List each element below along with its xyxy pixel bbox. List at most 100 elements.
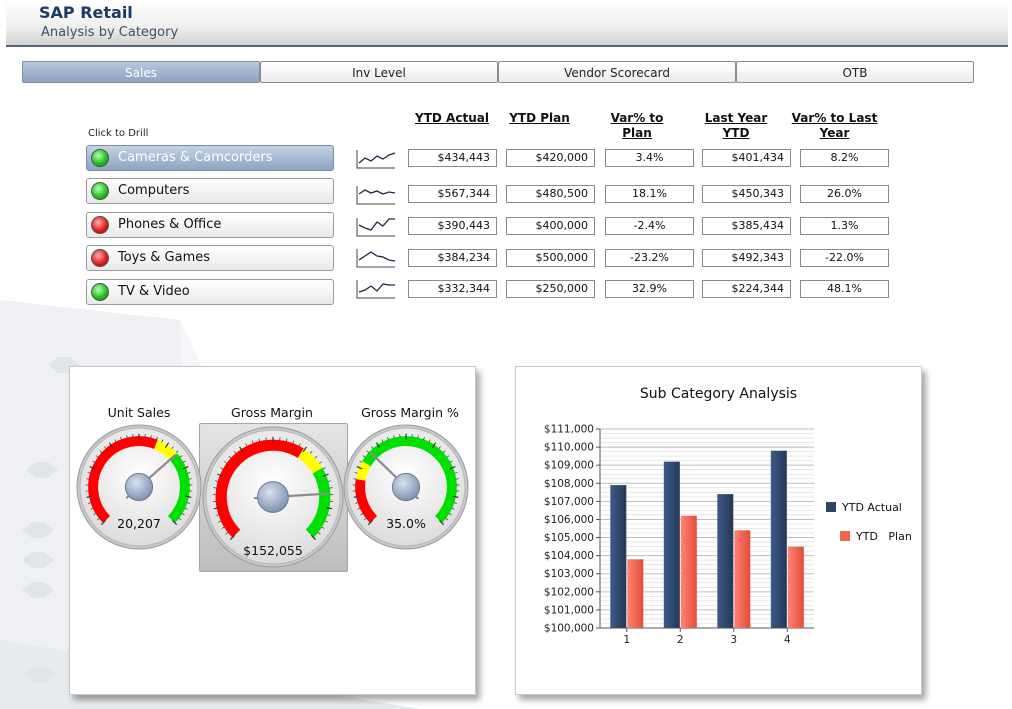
gauge-tick	[359, 460, 363, 463]
gauge-tick	[182, 466, 189, 470]
legend-label: YTD Actual	[842, 501, 902, 514]
y-tick-label: $107,000	[544, 496, 594, 508]
category-panel: Click to Drill YTD Actual YTD Plan Var% …	[22, 86, 974, 316]
col-head-last-year: Last Year YTD	[704, 111, 768, 140]
tab-inv-level[interactable]: Inv Level	[260, 61, 498, 83]
gauge-dial	[76, 424, 202, 550]
gauge-tick	[220, 467, 224, 470]
last-year-cell: $401,434	[702, 149, 791, 167]
gauge-tick	[229, 534, 236, 541]
x-tick-label: 3	[730, 634, 737, 646]
gauge-tick	[362, 455, 366, 458]
last-year-cell: $385,434	[702, 217, 791, 235]
gauge-tick	[215, 514, 219, 516]
bar-ytd-plan-2[interactable]	[680, 515, 697, 628]
y-tick-label: $105,000	[544, 532, 594, 544]
gauge-tick	[354, 472, 358, 474]
gauge-tick	[449, 460, 453, 463]
category-button-toys[interactable]: Toys & Games	[86, 245, 334, 271]
gauge-tick	[431, 442, 437, 449]
category-button-cameras[interactable]: Cameras & Camcorders	[86, 145, 334, 171]
gauge-tick	[126, 435, 128, 439]
gauge-hub	[124, 472, 154, 502]
gauge-tick	[309, 450, 313, 454]
app-header: SAP Retail Analysis by Category	[6, 0, 1008, 47]
last-year-cell: $224,344	[702, 280, 791, 298]
gauge-tick	[187, 472, 191, 474]
gauge-tick	[326, 507, 333, 510]
gauge-tick	[225, 532, 229, 535]
gauge-tick	[88, 502, 92, 504]
sub-category-chart-card: Sub Category Analysis $100,000 $101,000 $1…	[515, 366, 922, 695]
category-label: TV & Video	[118, 284, 190, 299]
gauges-area	[76, 424, 469, 568]
gauge-tick	[150, 435, 152, 439]
gauge-dial	[343, 424, 469, 550]
gauge-tick	[92, 460, 96, 463]
legend-label: YTD Plan	[856, 530, 912, 543]
gauge-tick	[322, 473, 329, 477]
gauge-tick	[439, 520, 445, 526]
category-button-computers[interactable]: Computers	[86, 178, 334, 204]
gauge-tick	[245, 443, 248, 447]
gauge-hub	[391, 472, 421, 502]
gauge-tick	[375, 442, 381, 449]
gauge-tick	[367, 520, 373, 526]
gauge-tick	[99, 450, 103, 454]
gauge-tick	[258, 438, 260, 442]
y-tick-label: $110,000	[544, 442, 594, 454]
gauge-tick	[161, 439, 164, 443]
legend-item-ytd-actual: YTD Actual	[826, 501, 902, 514]
bar-chart: $100,000 $101,000 $102,000 $103,000 $104,000…	[544, 424, 814, 646]
gauge-tick	[438, 446, 441, 449]
gauge-label-gross-margin: Gross Margin	[231, 405, 313, 420]
bar-ytd-plan-3[interactable]	[734, 530, 751, 628]
gauge-tick	[181, 513, 185, 516]
y-tick-label: $106,000	[544, 514, 594, 526]
gauge-tick	[233, 450, 237, 454]
gauge-tick	[319, 461, 322, 464]
category-button-tv-video[interactable]: TV & Video	[86, 279, 334, 305]
tab-bar: Sales Inv Level Vendor Scorecard OTB	[22, 61, 974, 85]
gauge-band	[305, 467, 331, 538]
bar-ytd-plan-1[interactable]	[627, 559, 644, 628]
gauge-band	[297, 448, 323, 474]
click-to-drill-label: Click to Drill	[88, 128, 149, 139]
x-tick-label: 1	[623, 634, 630, 646]
gauge-hub	[257, 481, 289, 513]
gauge-tick	[93, 513, 97, 516]
category-button-phones[interactable]: Phones & Office	[86, 212, 334, 238]
gauge-tick	[89, 466, 96, 470]
y-tick-label: $109,000	[544, 460, 594, 472]
gauge-label-unit-sales: Unit Sales	[107, 405, 171, 420]
var-last-year-cell: 26.0%	[800, 185, 889, 203]
bar-ytd-actual-4[interactable]	[770, 450, 787, 628]
last-year-cell: $450,343	[702, 185, 791, 203]
bar-ytd-actual-2[interactable]	[663, 461, 680, 628]
gauge-tick	[445, 517, 449, 521]
gauge-tick	[292, 440, 295, 444]
ytd-plan-cell: $400,000	[506, 217, 595, 235]
col-head-var-plan: Var% to Plan	[610, 111, 664, 140]
gauge-tick	[371, 446, 374, 449]
y-tick-label: $108,000	[544, 478, 594, 490]
status-indicator-icon	[91, 149, 109, 167]
tab-otb[interactable]: OTB	[736, 61, 974, 83]
gauge-tick	[182, 460, 186, 463]
tab-sales[interactable]: Sales	[22, 61, 260, 83]
gauge-tick	[302, 446, 307, 453]
bar-ytd-actual-1[interactable]	[610, 485, 627, 628]
gauge-tick	[213, 487, 217, 489]
gauge-tick	[387, 436, 389, 440]
gauge-band	[362, 436, 457, 523]
var-last-year-cell: 8.2%	[800, 149, 889, 167]
sparkline-line	[358, 189, 396, 195]
bar-ytd-plan-4[interactable]	[787, 546, 804, 628]
gauge-tick	[321, 526, 325, 529]
tab-vendor-scorecard[interactable]: Vendor Scorecard	[498, 61, 736, 83]
gauge-tick	[314, 455, 318, 459]
gauge-tick	[327, 514, 331, 516]
gauge-tick	[221, 526, 225, 529]
col-head-var-last-year: Var% to Last Year	[791, 111, 878, 140]
bar-ytd-actual-3[interactable]	[717, 494, 734, 628]
